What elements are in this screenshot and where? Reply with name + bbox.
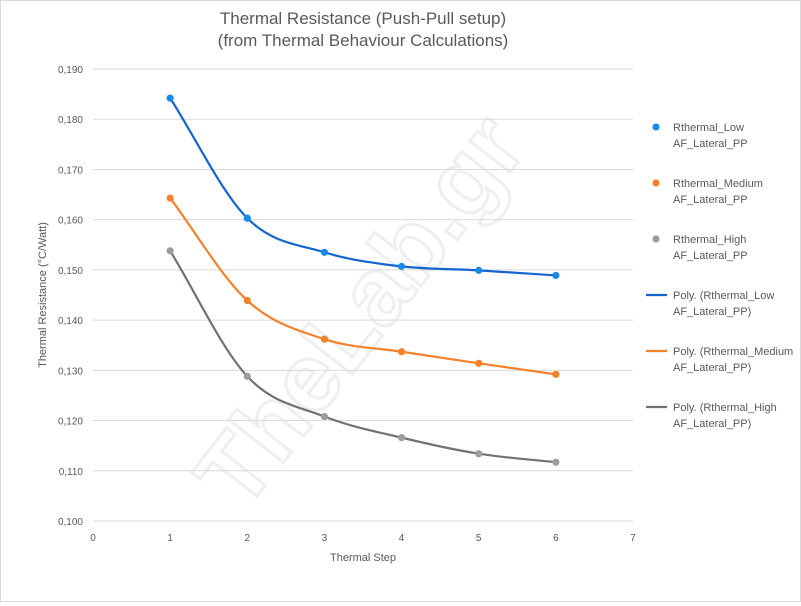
x-tick-label: 7 (630, 533, 636, 544)
y-tick-label: 0,120 (58, 417, 83, 428)
legend-label-trendline-1: Poly. (Rthermal_Low (673, 290, 774, 302)
series-2-point (475, 359, 483, 367)
y-tick-label: 0,160 (58, 216, 83, 227)
x-tick-label: 5 (476, 533, 482, 544)
series-1-point (320, 248, 329, 256)
x-tick-label: 6 (553, 533, 559, 544)
series-2-point (166, 194, 174, 202)
series-2-point (243, 296, 251, 305)
legend-label-trendline-2: Poly. (Rthermal_Medium (673, 346, 793, 358)
series-1-point (243, 214, 251, 222)
x-axis-title: Thermal Step (330, 552, 396, 564)
chart-title-line-2: (from Thermal Behaviour Calculations) (218, 31, 509, 50)
series-2-point (397, 348, 406, 356)
x-tick-label: 0 (90, 533, 96, 544)
y-axis-title: Thermal Resistance (°C/Watt) (37, 222, 49, 368)
series-3-point (475, 450, 483, 458)
y-tick-label: 0,100 (58, 517, 83, 528)
series-2-point (552, 370, 560, 378)
legend-marker-series-1 (652, 123, 660, 131)
series-3-point (397, 434, 406, 442)
y-tick-label: 0,180 (58, 115, 83, 126)
legend-label-series-1: AF_Lateral_PP (673, 138, 748, 150)
series-1-point (552, 271, 560, 280)
series-1-point (166, 94, 174, 102)
y-tick-label: 0,190 (58, 65, 83, 76)
legend-label-series-2: AF_Lateral_PP (673, 194, 748, 206)
legend-label-trendline-1: AF_Lateral_PP) (673, 306, 751, 318)
watermark-text: TheLab.gr (175, 95, 545, 527)
chart-title-line-1: Thermal Resistance (Push-Pull setup) (220, 9, 506, 28)
y-tick-label: 0,110 (59, 467, 84, 478)
legend-label-series-3: AF_Lateral_PP (673, 250, 748, 262)
x-tick-label: 4 (399, 533, 405, 544)
y-tick-label: 0,150 (58, 266, 83, 277)
series-3-point (320, 412, 329, 421)
legend-label-series-1: Rthermal_Low (673, 122, 744, 134)
legend-label-trendline-3: AF_Lateral_PP) (673, 418, 751, 430)
x-tick-label: 1 (167, 533, 173, 544)
series-1-point (397, 262, 406, 270)
legend-label-series-2: Rthermal_Medium (673, 178, 763, 190)
y-tick-label: 0,140 (58, 316, 83, 327)
legend-label-trendline-3: Poly. (Rthermal_High (673, 402, 777, 414)
legend-label-series-3: Rthermal_High (673, 234, 746, 246)
series-3-point (166, 247, 174, 255)
legend-label-trendline-2: AF_Lateral_PP) (673, 362, 751, 374)
x-tick-label: 3 (322, 533, 328, 544)
series-2-point (320, 335, 329, 343)
x-tick-label: 2 (245, 533, 251, 544)
legend-marker-series-3 (652, 235, 660, 243)
legend-marker-series-2 (652, 179, 660, 187)
series-3-point (243, 372, 251, 380)
y-tick-label: 0,130 (58, 366, 83, 377)
y-tick-label: 0,170 (58, 165, 83, 176)
series-1-point (475, 266, 483, 274)
series-3-point (552, 458, 560, 466)
